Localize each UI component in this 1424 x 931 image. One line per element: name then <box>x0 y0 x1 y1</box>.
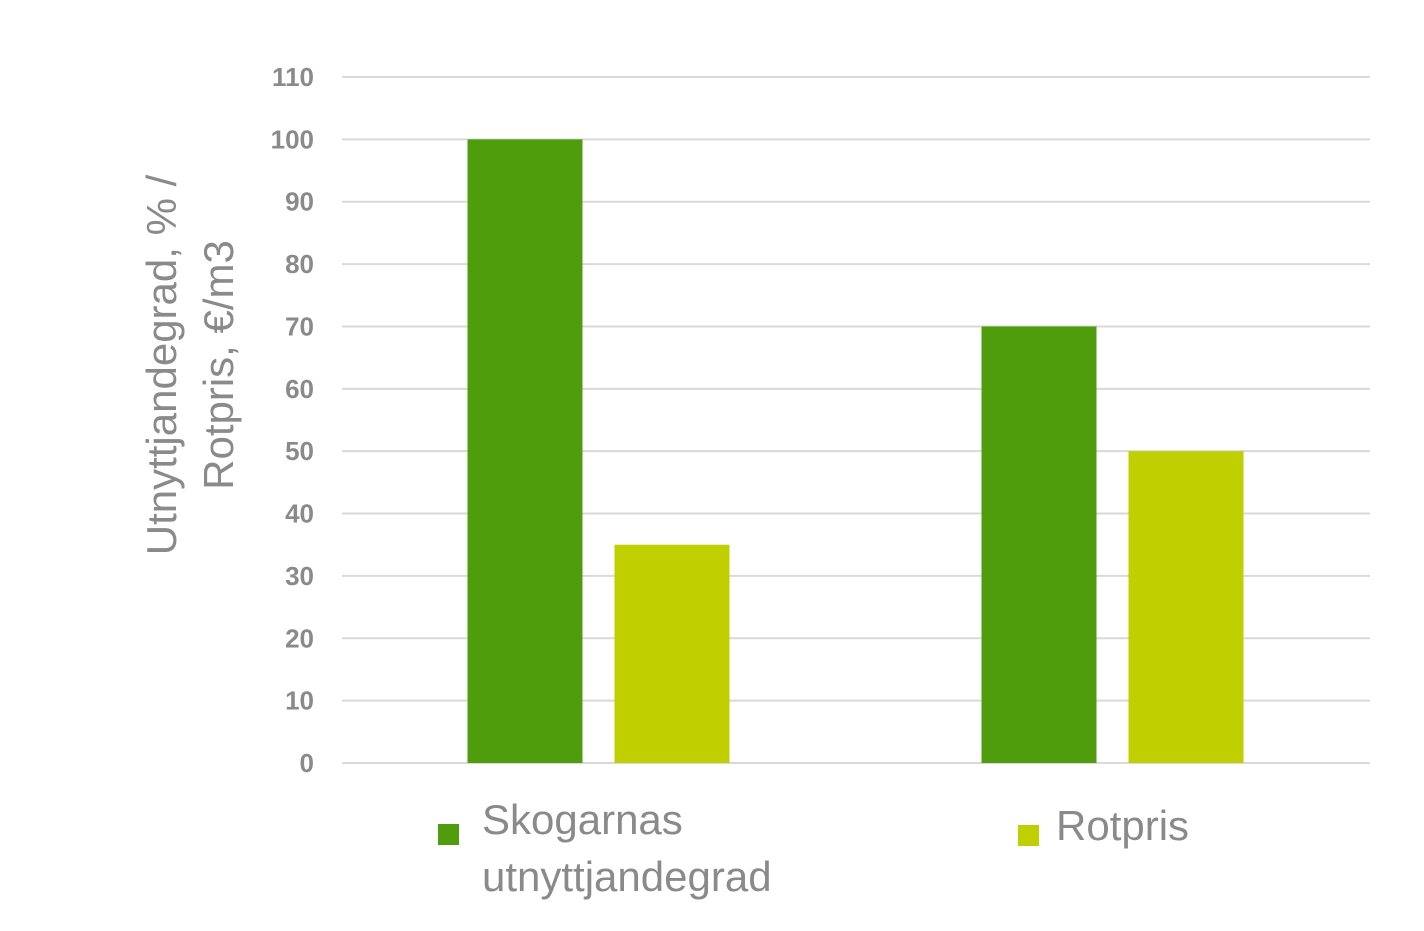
legend-swatch <box>438 824 459 845</box>
y-tick-label: 40 <box>285 499 314 529</box>
y-axis-label: Rotpris, €/m3 <box>195 240 242 490</box>
bar <box>467 139 583 763</box>
legend-swatch <box>1018 825 1039 846</box>
y-tick-label: 90 <box>285 187 314 217</box>
legend-label: Rotpris <box>1056 802 1189 849</box>
y-tick-label: 110 <box>272 62 314 92</box>
y-tick-label: 10 <box>285 686 314 716</box>
y-tick-label: 100 <box>271 124 314 154</box>
bar <box>981 326 1097 763</box>
y-tick-label: 30 <box>285 561 314 591</box>
y-tick-label: 80 <box>285 249 314 279</box>
bar <box>614 544 730 763</box>
y-axis-label: Utnyttjandegrad, % / <box>138 174 185 555</box>
legend-label: Skogarnas <box>482 796 683 843</box>
y-tick-label: 60 <box>285 374 314 404</box>
y-tick-label: 0 <box>300 748 314 778</box>
y-tick-label: 50 <box>285 436 314 466</box>
bar <box>1128 451 1244 763</box>
y-tick-label: 20 <box>285 623 314 653</box>
y-tick-label: 70 <box>285 311 314 341</box>
legend-label: utnyttjandegrad <box>482 853 772 900</box>
